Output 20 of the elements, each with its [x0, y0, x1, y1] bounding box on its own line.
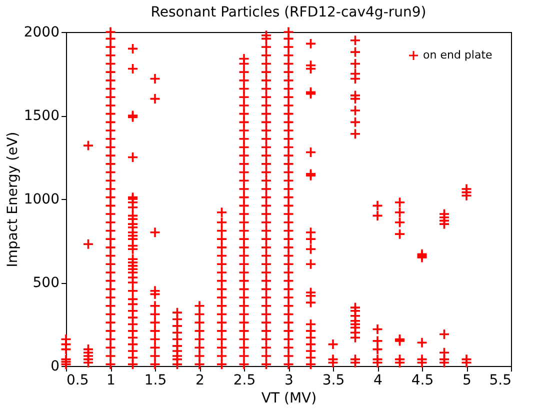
x-tick-label: 1.5 [144, 372, 167, 388]
x-tick-label: 2.5 [233, 372, 256, 388]
x-tick-label: 1 [106, 372, 116, 388]
legend-label: on end plate [423, 48, 493, 62]
y-tick-label: 1500 [24, 108, 60, 124]
x-tick-label: 3 [284, 372, 294, 388]
y-axis-title: Impact Energy (eV) [4, 132, 21, 268]
x-tick-label: 3.5 [322, 372, 345, 388]
y-tick-label: 2000 [24, 24, 60, 40]
x-tick-label: 5 [462, 372, 472, 388]
y-tick-label: 1000 [24, 192, 60, 208]
x-tick-label: 0.5 [66, 372, 89, 388]
x-tick-label: 4.5 [411, 372, 434, 388]
x-tick-label: 2 [196, 372, 204, 388]
x-tick-label: 5.5 [489, 372, 512, 388]
chart-title: Resonant Particles (RFD12-cav4g-run9) [150, 4, 426, 21]
x-tick-label: 4 [374, 372, 383, 388]
y-tick-label: 0 [50, 358, 60, 374]
x-axis-title: VT (MV) [261, 390, 317, 406]
y-tick-label: 500 [32, 275, 60, 291]
